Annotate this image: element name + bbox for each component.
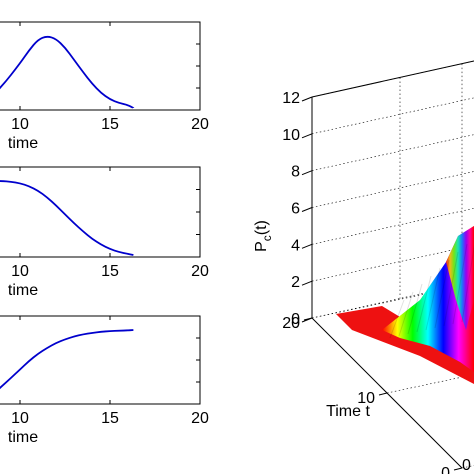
surface-peak (446, 226, 474, 330)
back-wall (312, 61, 474, 318)
x-tick-label: 20 (191, 410, 209, 427)
z-tick-mark (301, 280, 313, 286)
time-tick-mark (378, 392, 388, 396)
z-tick-label: 10 (282, 127, 300, 144)
x-tick-label: 0 (462, 457, 471, 474)
z-tick-mark (301, 96, 313, 102)
x-axis-label: time (8, 429, 38, 446)
time-tick-mark (303, 317, 313, 321)
series-line (0, 180, 134, 256)
grid-line (386, 374, 474, 394)
z-tick-label: 12 (282, 90, 300, 107)
surface-mesh-line (452, 243, 468, 325)
surface-plot: 0 2 4 6 8 10 12 0 10 20 Pc(t) Time t 0 (253, 60, 474, 474)
x-tick-label: 20 (191, 116, 209, 133)
top-edge (311, 60, 474, 98)
panel-1: 10 15 20 time (0, 21, 209, 152)
x-tick-label: 15 (101, 116, 119, 133)
x-tick-label: 10 (11, 263, 29, 280)
z-tick-mark (301, 207, 313, 212)
surface-mesh-line (434, 259, 450, 329)
time-tick-label: 20 (282, 315, 300, 332)
z-tick-label: 6 (291, 201, 300, 218)
x-axis-label: time (8, 282, 38, 299)
x-tick-label: 10 (11, 410, 29, 427)
series-line (0, 329, 134, 390)
time-tick-label: 10 (357, 390, 375, 407)
series-line (0, 35, 134, 109)
x-tick-label: 15 (101, 410, 119, 427)
z-tick-label: 8 (291, 164, 300, 181)
line-panels: 10 15 20 time 10 15 20 time 10 15 20 time (0, 21, 209, 446)
z-axis-label: Pc(t) (253, 220, 274, 252)
time-tick-label: 0 (441, 465, 450, 474)
surface-mesh-line (425, 267, 441, 331)
x-tick-label: 15 (101, 263, 119, 280)
x-axis-label: time (8, 135, 38, 152)
z-tick-label: 4 (291, 237, 300, 254)
surface-floor-band (336, 306, 474, 384)
panel-2: 10 15 20 time (0, 166, 209, 299)
panel-frame (0, 21, 201, 111)
z-tick-label: 2 (291, 274, 300, 291)
surface-mesh-line (407, 283, 423, 335)
z-tick-mark (301, 170, 313, 176)
z-tick-mark (301, 243, 313, 249)
x-tick-label: 10 (11, 116, 29, 133)
surface-mesh-line (416, 275, 432, 333)
time-axis-label: Time t (326, 403, 370, 420)
x-tick-label: 20 (191, 263, 209, 280)
surface-mesh-line (443, 251, 459, 327)
surface-mesh-line (389, 299, 405, 339)
panel-3: 10 15 20 time (0, 315, 209, 446)
z-tick-label: 0 (291, 311, 300, 328)
surface-mesh-line (398, 291, 414, 337)
time-tick-mark (453, 467, 463, 471)
z-tick-mark (301, 133, 313, 139)
